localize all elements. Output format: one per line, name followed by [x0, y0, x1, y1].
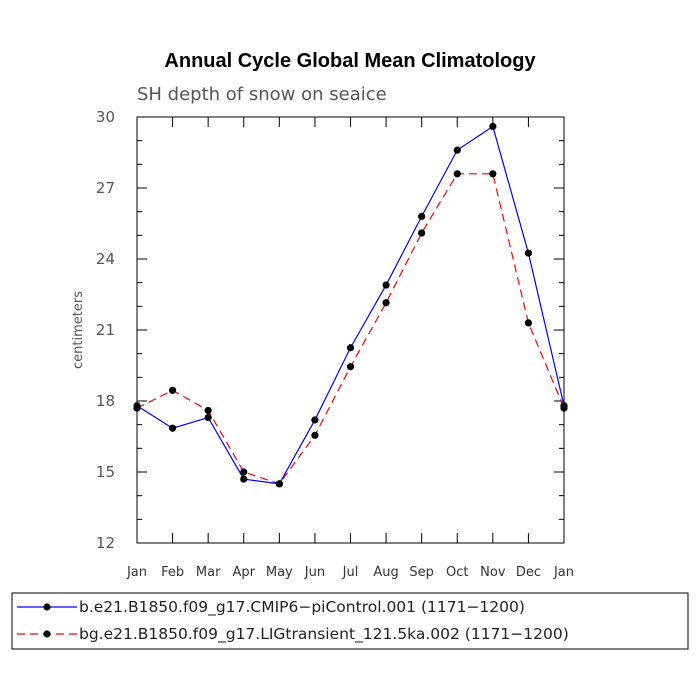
data-point	[311, 431, 319, 439]
data-point	[560, 402, 568, 410]
data-point	[524, 319, 533, 327]
data-point	[453, 146, 461, 154]
y-tick-label: 24	[96, 250, 115, 268]
series-line	[136, 173, 565, 485]
x-tick-label: Jan	[126, 565, 147, 580]
x-tick-label: Mar	[196, 565, 221, 580]
chart-subtitle: SH depth of snow on seaice	[137, 84, 387, 105]
data-point	[382, 299, 390, 307]
data-point	[453, 170, 461, 178]
x-tick-label: Aug	[373, 565, 398, 580]
legend: b.e21.B1850.f09_g17.CMIP6−piControl.001 …	[17, 598, 569, 644]
data-point	[346, 363, 355, 371]
legend-box	[11, 592, 689, 650]
data-point	[240, 475, 248, 483]
x-tick-label: Apr	[233, 565, 256, 580]
data-point	[418, 212, 426, 220]
legend-label: bg.e21.B1850.f09_g17.LIGtransient_121.5k…	[79, 625, 569, 644]
y-tick-label: 18	[96, 392, 115, 410]
data-point	[346, 344, 355, 352]
x-tick-labels: Jan Feb Mar Apr May Jun Jul Aug Sep Oct Nov Dec Jan	[126, 565, 574, 580]
data-point	[275, 480, 283, 488]
x-tick-label: Nov	[480, 565, 506, 580]
x-tick-label: Jan	[553, 565, 574, 580]
legend-marker	[43, 603, 51, 611]
y-tick-labels: 12 15 18 21 24 27 30	[96, 108, 115, 552]
x-tick-label: Sep	[409, 565, 434, 580]
data-point	[524, 249, 533, 257]
legend-label: b.e21.B1850.f09_g17.CMIP6−piControl.001 …	[79, 598, 525, 617]
data-point	[418, 229, 426, 237]
data-point	[168, 424, 177, 432]
x-tick-label: Feb	[161, 565, 184, 580]
plot-frame	[136, 116, 565, 544]
axis-ticks	[136, 116, 565, 544]
data-point	[489, 170, 497, 178]
x-tick-label: Dec	[516, 565, 541, 580]
chart-title: Annual Cycle Global Mean Climatology	[164, 50, 536, 72]
y-tick-label: 15	[96, 463, 115, 481]
y-tick-label: 21	[96, 321, 115, 339]
y-axis-label: centimeters	[71, 291, 86, 369]
data-point	[489, 122, 497, 131]
y-tick-label: 12	[96, 534, 115, 552]
data-point	[168, 386, 177, 394]
data-point	[240, 468, 248, 476]
series-line	[136, 125, 565, 485]
data-point	[204, 406, 212, 415]
data-point	[133, 402, 141, 410]
y-tick-label: 27	[96, 179, 115, 197]
data-point	[382, 281, 390, 289]
x-tick-label: Jul	[342, 565, 359, 580]
x-tick-label: May	[266, 565, 293, 580]
series-layer	[133, 122, 568, 488]
data-point	[204, 413, 212, 422]
data-point	[311, 416, 319, 424]
y-tick-label: 30	[96, 108, 115, 126]
x-tick-label: Jun	[304, 565, 325, 580]
x-tick-label: Oct	[446, 565, 468, 580]
legend-marker	[43, 630, 51, 638]
